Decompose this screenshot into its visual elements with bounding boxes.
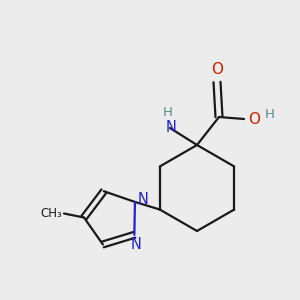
Text: O: O xyxy=(211,62,223,77)
Text: CH₃: CH₃ xyxy=(40,207,62,220)
Text: O: O xyxy=(248,112,260,127)
Text: H: H xyxy=(163,106,173,118)
Text: H: H xyxy=(265,107,275,121)
Text: N: N xyxy=(131,237,142,252)
Text: N: N xyxy=(166,119,176,134)
Text: N: N xyxy=(137,192,148,207)
